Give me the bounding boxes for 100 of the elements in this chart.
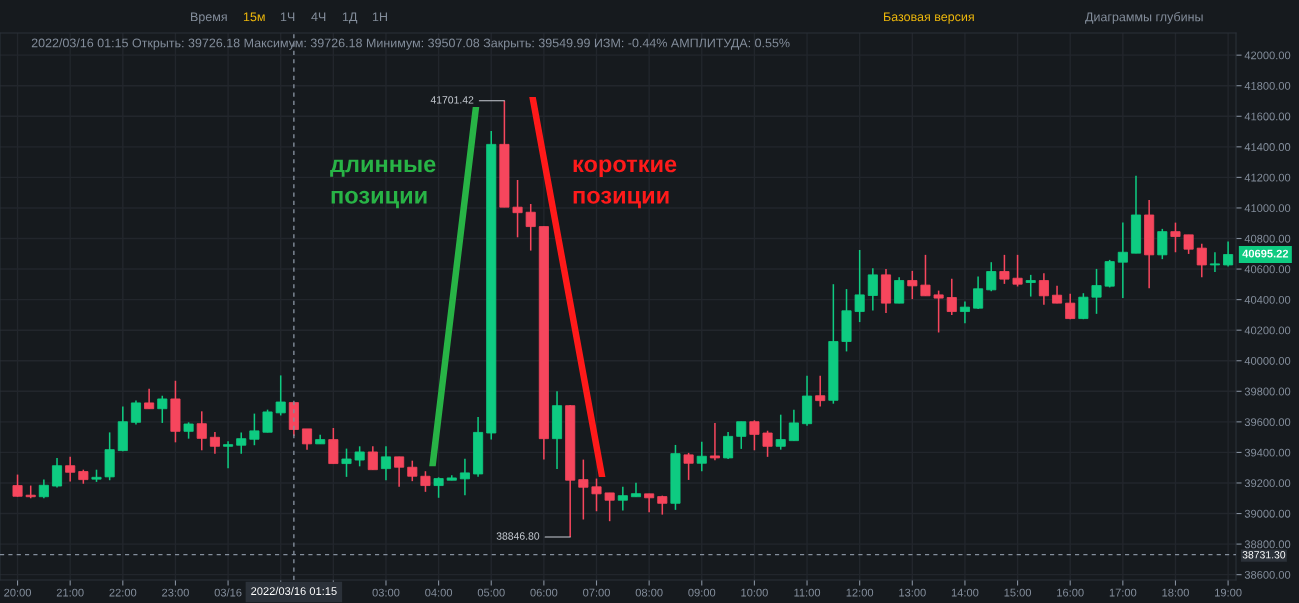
x-tick-label: 06:00 xyxy=(530,588,558,597)
y-tick-label: 41600.00 xyxy=(1244,112,1291,121)
y-tick-label: 39000.00 xyxy=(1244,509,1291,518)
candlestick xyxy=(1078,292,1089,320)
candlestick xyxy=(578,458,589,521)
text: 1Н xyxy=(372,12,387,22)
candlestick xyxy=(946,278,957,316)
candlestick xyxy=(130,399,141,426)
candlestick xyxy=(617,486,628,512)
candlestick xyxy=(933,289,944,334)
candlestick xyxy=(986,261,997,292)
candlestick xyxy=(328,427,339,465)
y-tick-label: 42000.00 xyxy=(1244,51,1291,60)
candlestick xyxy=(1183,234,1194,255)
x-tick-label: 12:00 xyxy=(846,588,874,597)
candlestick xyxy=(51,457,63,489)
y-tick-label: 39200.00 xyxy=(1244,479,1291,488)
y-tick-label: 41400.00 xyxy=(1244,143,1291,151)
chart-subtitle: 2022/03/16 01:15 Открыть: 39726.18 Максимум: 39726.18 Минимум: 39507.08 Закрыть: 39549.99 ИЗМ: -0.44% АМПЛИТУДА: 0.55% xyxy=(31,38,790,50)
candlestick xyxy=(920,254,931,297)
candlestick xyxy=(1196,243,1207,278)
x-tick-label: 13:00 xyxy=(899,588,926,597)
y-tick-label: 38800.00 xyxy=(1244,540,1291,549)
candlestick xyxy=(433,476,444,499)
candlestick xyxy=(1209,251,1220,273)
x-tick-label: 04:00 xyxy=(425,588,453,597)
candlestick xyxy=(302,428,313,451)
text: 1Ч xyxy=(280,12,295,22)
candlestick xyxy=(959,300,970,324)
x-tick-label: 20:00 xyxy=(4,588,32,597)
candlestick xyxy=(1065,293,1076,320)
candlestick xyxy=(604,492,615,522)
candlestick xyxy=(223,440,234,470)
candlestick xyxy=(65,455,76,483)
candlestick xyxy=(341,447,352,478)
candlestick xyxy=(736,420,747,450)
candlestick xyxy=(249,412,260,447)
candlestick xyxy=(1012,254,1023,288)
candlestick xyxy=(815,374,826,408)
annotation: 41701.42 xyxy=(430,96,474,104)
annotation: длинные позиции xyxy=(330,159,436,209)
y-tick-label: 39800.00 xyxy=(1244,387,1291,396)
candlestick xyxy=(591,477,602,513)
text: Базовая версия xyxy=(884,12,974,24)
annotation: 38846.80 xyxy=(496,532,540,540)
candlestick xyxy=(1223,240,1234,268)
y-tick-label: 39400.00 xyxy=(1244,448,1291,457)
y-tick-label: 41200.00 xyxy=(1244,173,1291,182)
y-tick-label: 40400.00 xyxy=(1244,295,1291,304)
x-tick-label: 16:00 xyxy=(1057,588,1084,597)
y-tick-label: 41800.00 xyxy=(1244,81,1291,90)
x-tick-label: 08:00 xyxy=(635,588,663,597)
candlestick xyxy=(1025,274,1036,298)
candlestick xyxy=(394,456,405,488)
candlestick xyxy=(867,267,878,312)
y-tick-label: 38600.00 xyxy=(1244,570,1291,579)
y-tick-label: 41000.00 xyxy=(1244,204,1291,213)
x-tick-label: 07:00 xyxy=(583,588,610,597)
text: 15м xyxy=(243,12,265,22)
x-tick-label: 18:00 xyxy=(1162,588,1189,597)
candlestick xyxy=(525,203,536,252)
candlestick xyxy=(1038,272,1049,306)
candlestick xyxy=(354,445,365,468)
candlestick xyxy=(894,276,905,304)
candlestick xyxy=(262,408,273,434)
x-tick-label: 09:00 xyxy=(688,588,716,597)
candlestick xyxy=(644,493,655,514)
candlestick xyxy=(275,374,286,417)
candlestick xyxy=(459,457,470,496)
candlestick xyxy=(1091,268,1102,315)
candlestick xyxy=(1117,221,1128,299)
text: Время xyxy=(191,12,227,24)
candlestick xyxy=(144,387,155,410)
candlestick xyxy=(38,478,49,500)
x-tick-label: 11:00 xyxy=(794,588,821,597)
y-tick-label: 39600.00 xyxy=(1244,418,1291,426)
x-tick-label: 19:00 xyxy=(1215,588,1242,597)
candlestick xyxy=(854,249,865,323)
candlestick xyxy=(683,452,694,481)
candlestick xyxy=(788,408,799,442)
candlestick xyxy=(196,410,207,452)
candlestick xyxy=(209,431,220,455)
y-tick-label: 40800.00 xyxy=(1244,234,1291,243)
ref-line-label: 2022/03/16 01:15 xyxy=(251,586,337,596)
x-tick-label: 22:00 xyxy=(109,588,137,597)
candlestick xyxy=(1170,221,1181,254)
candlestick xyxy=(973,275,984,310)
candlestick xyxy=(512,179,523,239)
candlestick xyxy=(775,413,786,451)
candlestick xyxy=(367,445,378,471)
candlestick xyxy=(420,470,431,493)
ref-line-label: 38731.30 xyxy=(1242,551,1286,559)
candlestick xyxy=(236,431,247,455)
candlestick xyxy=(723,431,734,460)
annotation: короткие позиции xyxy=(573,159,677,209)
y-tick-label: 40000.00 xyxy=(1244,357,1291,365)
x-tick-label: 05:00 xyxy=(477,588,505,597)
candlestick xyxy=(762,429,773,458)
candlestick xyxy=(696,441,707,472)
x-tick-label: 03/16 xyxy=(214,588,242,597)
